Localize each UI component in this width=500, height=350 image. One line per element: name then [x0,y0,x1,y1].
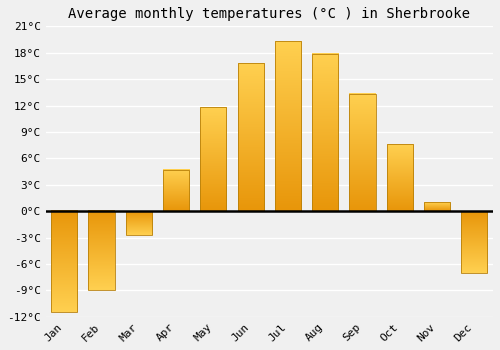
Title: Average monthly temperatures (°C ) in Sherbrooke: Average monthly temperatures (°C ) in Sh… [68,7,470,21]
Bar [126,211,152,235]
Bar [350,94,376,211]
Bar [51,211,78,313]
Bar [88,211,115,290]
Bar [163,170,189,211]
Bar [424,202,450,211]
Bar [275,41,301,211]
Bar [462,211,487,273]
Bar [312,54,338,211]
Bar [238,63,264,211]
Bar [200,107,226,211]
Bar [387,144,413,211]
